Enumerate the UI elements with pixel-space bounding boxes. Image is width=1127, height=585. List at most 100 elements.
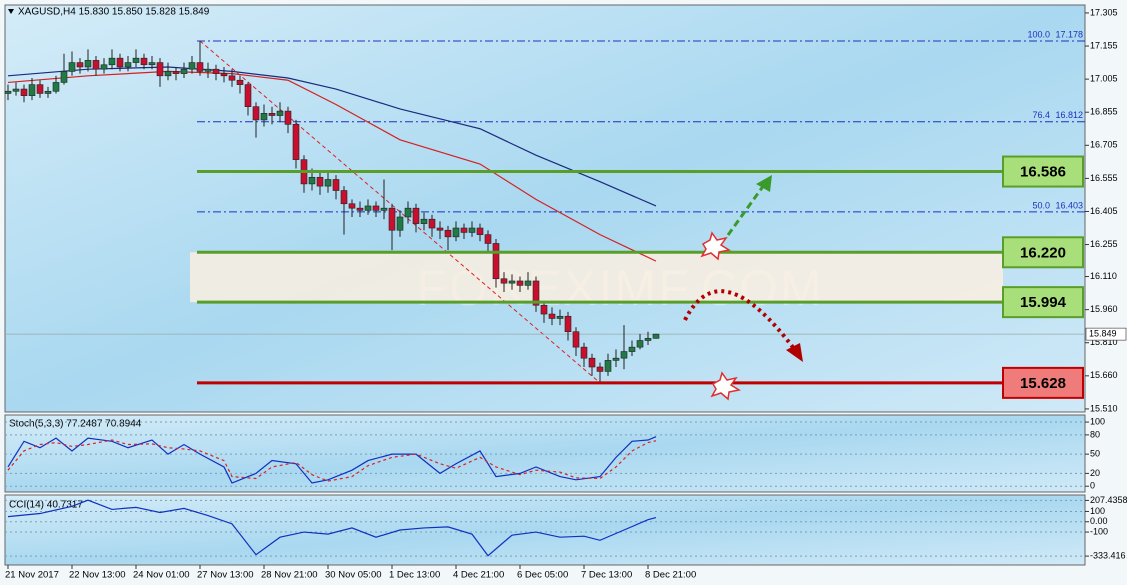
x-tick-label: 22 Nov 13:00: [69, 570, 126, 581]
candle-body: [396, 216, 404, 231]
y-tick-label: 0: [1090, 481, 1095, 491]
candle-body: [364, 205, 372, 211]
level-label: 16.220: [1020, 244, 1066, 261]
candle-body: [68, 62, 76, 72]
x-tick-label: 27 Nov 13:00: [197, 570, 254, 581]
indicator-line: [7, 70, 657, 262]
candle-body: [308, 176, 316, 185]
candle-body: [108, 57, 116, 66]
candle-body: [276, 110, 284, 116]
candle-body: [636, 340, 644, 348]
y-tick-label: 100: [1090, 416, 1105, 426]
candle-body: [516, 280, 524, 286]
indicator-line: [7, 499, 657, 557]
last-price-box: [1085, 327, 1127, 341]
fib-price-label: 16.812: [1055, 110, 1083, 120]
candle-body: [236, 79, 244, 85]
candle-body: [132, 57, 140, 63]
candle-body: [164, 71, 172, 77]
candle-body: [404, 207, 412, 218]
candle-body: [540, 304, 548, 315]
candle-body: [476, 227, 484, 235]
level-box: [1002, 366, 1084, 399]
level-box: [1002, 155, 1084, 188]
cci-panel: [4, 494, 1086, 566]
candle-body: [572, 331, 580, 348]
level-label: 15.628: [1020, 375, 1066, 392]
candle-body: [36, 84, 44, 94]
candle-body: [452, 227, 460, 238]
candle-body: [4, 90, 12, 94]
candle-body: [324, 179, 332, 187]
candle-body: [220, 73, 228, 77]
fib-trend: [199, 40, 601, 384]
candle-body: [492, 243, 500, 280]
candle-body: [332, 179, 340, 191]
candle-body: [484, 234, 492, 244]
candle-body: [260, 113, 268, 121]
candle-body: [444, 229, 452, 238]
candle-body: [180, 68, 188, 74]
x-tick-label: 8 Dec 21:00: [645, 570, 696, 581]
candle-body: [124, 62, 132, 68]
y-tick-label: 16.855: [1090, 107, 1118, 117]
candle-body: [252, 106, 260, 121]
fib-price-label: 17.178: [1055, 29, 1083, 39]
candle-body: [228, 75, 236, 81]
candle-body: [556, 315, 564, 319]
down-arrowhead: [786, 343, 803, 362]
candle-body: [116, 57, 124, 68]
y-tick-label: 20: [1090, 468, 1100, 478]
candle-body: [644, 338, 652, 341]
candle-body: [92, 60, 100, 70]
stoch-title: Stoch(5,3,3) 77.2487 70.8944: [9, 419, 142, 430]
y-tick-label: 207.4358: [1090, 495, 1127, 505]
level-label: 15.994: [1020, 294, 1067, 311]
candle-body: [84, 60, 92, 68]
x-tick-label: 24 Nov 01:00: [133, 570, 190, 581]
candle-body: [204, 68, 212, 72]
x-tick-label: 28 Nov 21:00: [261, 570, 318, 581]
up-arrowhead: [756, 175, 772, 192]
candle-body: [548, 313, 556, 319]
y-tick-label: 16.555: [1090, 173, 1118, 183]
y-tick-label: 0.00: [1090, 516, 1108, 526]
candle-body: [604, 360, 612, 372]
y-tick-label: 17.155: [1090, 40, 1118, 50]
x-tick-label: 1 Dec 13:00: [389, 570, 440, 581]
candle-body: [348, 203, 356, 209]
candle-body: [60, 71, 68, 83]
candle-body: [652, 333, 660, 339]
candle-body: [44, 90, 52, 94]
candle-body: [12, 88, 20, 92]
candle-body: [340, 190, 348, 205]
indicator-line: [7, 66, 657, 207]
candle-body: [628, 346, 636, 352]
burst-mark: [710, 371, 741, 401]
candle-body: [20, 88, 28, 96]
candle-body: [532, 280, 540, 306]
candle-body: [172, 71, 180, 74]
candle-body: [188, 62, 196, 70]
y-tick-label: 15.660: [1090, 370, 1118, 380]
candle-body: [28, 84, 36, 96]
fib-level-label: 50.0: [1032, 200, 1050, 210]
candle-body: [436, 227, 444, 231]
candle-body: [612, 357, 620, 361]
y-tick-label: 15.510: [1090, 403, 1118, 413]
candle-body: [76, 62, 84, 68]
x-tick-label: 21 Nov 2017: [5, 570, 59, 581]
candle-body: [380, 207, 388, 211]
candle-body: [284, 110, 292, 125]
candle-body: [596, 366, 604, 372]
candle-body: [388, 207, 396, 231]
candle-body: [156, 62, 164, 77]
main-panel: [4, 4, 1086, 413]
y-tick-label: 17.305: [1090, 7, 1118, 17]
y-tick-label: -100: [1090, 526, 1108, 536]
y-tick-label: 16.110: [1090, 271, 1117, 281]
candle-body: [524, 280, 532, 286]
y-tick-label: 16.705: [1090, 140, 1118, 150]
candle-body: [268, 113, 276, 116]
